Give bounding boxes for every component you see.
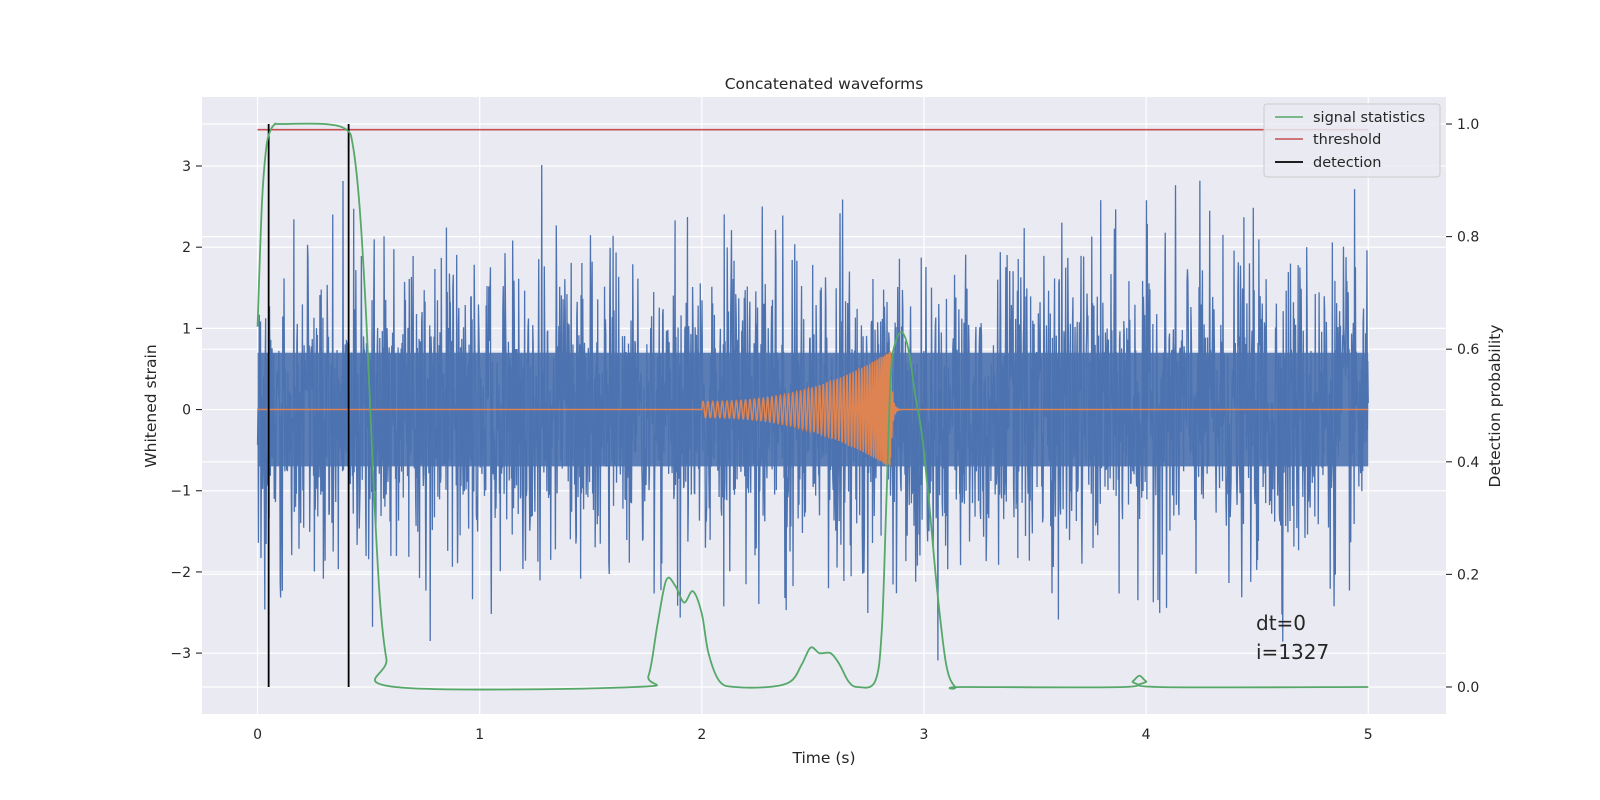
template-line	[257, 351, 1369, 466]
x-axis: 0 1 2 3 4 5	[253, 727, 1373, 743]
x-tick-label: 0	[253, 727, 262, 743]
signal-statistics-series	[256, 122, 1369, 691]
y2-axis-label: Detection probability	[1486, 325, 1504, 488]
x-axis-label: Time (s)	[791, 749, 855, 767]
signal-statistics-line	[256, 122, 1369, 691]
y-tick-label: 3	[182, 159, 191, 175]
legend-label-detection: detection	[1313, 155, 1381, 171]
y-tick-label: 0	[182, 403, 191, 419]
x-tick-label: 5	[1364, 727, 1373, 743]
y2-tick-label: 0.4	[1457, 455, 1479, 471]
annotation-i: i=1327	[1256, 640, 1329, 664]
x-tick-label: 1	[475, 727, 484, 743]
y-tick-label: −1	[170, 484, 191, 500]
y-tick-label: −3	[170, 646, 191, 662]
template-series	[257, 351, 1369, 466]
y-tick-label: 2	[182, 240, 191, 256]
y-axis-left: −3 −2 −1 0 1 2 3	[170, 159, 202, 662]
legend-label-threshold: threshold	[1313, 132, 1381, 148]
chart-title: Concatenated waveforms	[725, 75, 924, 93]
x-tick-label: 3	[920, 727, 929, 743]
detection-series	[267, 124, 350, 687]
y2-tick-label: 0.2	[1457, 567, 1479, 583]
y-tick-label: −2	[170, 565, 191, 581]
annotation-dt: dt=0	[1256, 611, 1306, 635]
y2-tick-label: 0.8	[1457, 230, 1479, 246]
x-tick-label: 4	[1142, 727, 1151, 743]
y2-tick-label: 1.0	[1457, 117, 1479, 133]
legend-box	[1263, 103, 1441, 178]
y2-tick-label: 0.0	[1457, 680, 1479, 696]
y-axis-label: Whitened strain	[142, 344, 160, 467]
y-axis-right: 0.0 0.2 0.4 0.6 0.8 1.0	[1446, 117, 1479, 696]
legend: signal statistics threshold detection	[1263, 103, 1441, 178]
y-tick-label: 1	[182, 321, 191, 337]
x-tick-label: 2	[697, 727, 706, 743]
y2-tick-label: 0.6	[1457, 342, 1479, 358]
legend-label-signal-statistics: signal statistics	[1313, 110, 1425, 126]
